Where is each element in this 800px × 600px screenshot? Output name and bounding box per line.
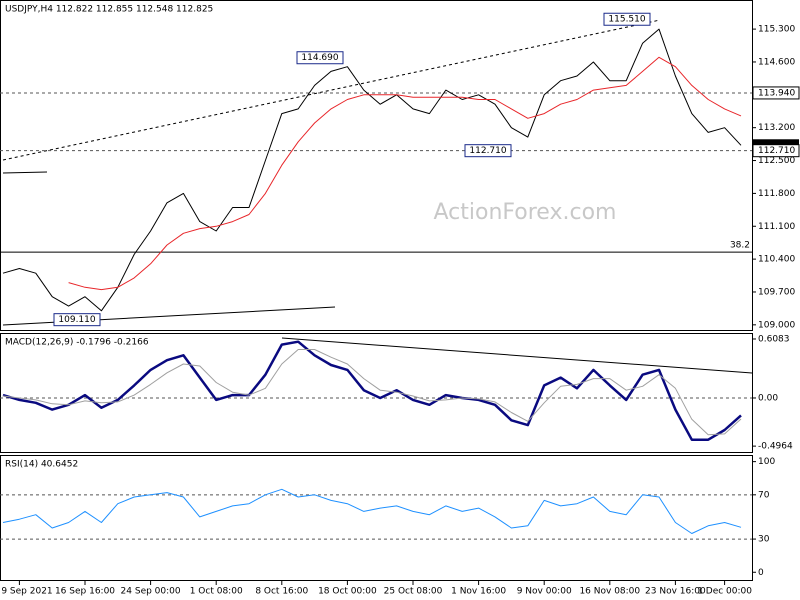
x-tick-label: 1 Dec 00:00 xyxy=(697,587,752,597)
panel-title: USDJPY,H4 112.822 112.855 112.548 112.82… xyxy=(5,5,213,15)
y-tick-label: 115.300 xyxy=(758,25,795,35)
x-tick-label: 25 Oct 08:00 xyxy=(384,587,443,597)
price-annotation: 109.110 xyxy=(58,315,95,325)
fib-label: 38.2 xyxy=(730,241,750,251)
series-line xyxy=(2,28,742,312)
x-tick-label: 9 Nov 00:00 xyxy=(517,587,572,597)
price-annotation: 115.510 xyxy=(608,15,645,25)
level-label: 112.710 xyxy=(758,146,795,156)
y-tick-label: 70 xyxy=(758,490,770,500)
y-tick-label: 0.00 xyxy=(758,393,778,403)
series-line xyxy=(2,349,742,436)
x-tick-label: 8 Oct 16:00 xyxy=(255,587,308,597)
y-tick-label: 0.6083 xyxy=(758,334,790,344)
y-tick-label: -0.4964 xyxy=(758,442,793,452)
macd-trend-line xyxy=(281,337,753,374)
price-annotation: 114.690 xyxy=(301,53,338,63)
x-tick-label: 24 Sep 00:00 xyxy=(121,587,181,597)
watermark: ActionForex.com xyxy=(434,200,617,225)
level-box xyxy=(752,86,800,100)
price-annotation: 112.710 xyxy=(469,146,506,156)
y-tick-label: 109.000 xyxy=(758,320,795,330)
series-line xyxy=(2,340,742,441)
panel-title: RSI(14) 40.6452 xyxy=(5,460,78,470)
trend-line xyxy=(2,19,661,161)
price-annotation-box xyxy=(296,51,344,65)
y-tick-label: 100 xyxy=(758,457,775,467)
y-tick-label: 111.800 xyxy=(758,189,795,199)
x-tick-label: 18 Oct 00:00 xyxy=(318,587,377,597)
macd-panel xyxy=(0,333,753,453)
panel-title: MACD(12,26,9) -0.1796 -0.2166 xyxy=(5,338,149,348)
y-tick-label: 112.500 xyxy=(758,156,795,166)
y-tick-label: 110.400 xyxy=(758,255,795,265)
rsi-panel xyxy=(0,455,753,581)
level-box xyxy=(752,144,800,158)
trend-line xyxy=(2,171,48,174)
series-line xyxy=(68,56,742,291)
x-tick-label: 16 Sep 16:00 xyxy=(55,587,115,597)
price-panel xyxy=(0,0,753,331)
x-tick-label: 9 Sep 2021 xyxy=(1,587,52,597)
x-tick-label: 23 Nov 16:00 xyxy=(645,587,706,597)
x-tick-label: 1 Nov 16:00 xyxy=(451,587,506,597)
price-annotation-box xyxy=(603,12,651,26)
y-tick-label: 113.200 xyxy=(758,123,795,133)
price-annotation-box xyxy=(464,144,512,158)
x-tick-label: 16 Nov 08:00 xyxy=(579,587,640,597)
level-label: 113.940 xyxy=(758,88,795,98)
y-tick-label: 109.700 xyxy=(758,287,795,297)
series-line xyxy=(2,488,742,534)
y-tick-label: 111.100 xyxy=(758,222,795,232)
y-tick-label: 30 xyxy=(758,535,770,545)
y-tick-label: 114.600 xyxy=(758,57,795,67)
price-annotation-box xyxy=(53,313,101,327)
panel-borders xyxy=(0,0,753,581)
y-tick-label: 0 xyxy=(758,568,764,578)
x-tick-label: 1 Oct 08:00 xyxy=(190,587,243,597)
